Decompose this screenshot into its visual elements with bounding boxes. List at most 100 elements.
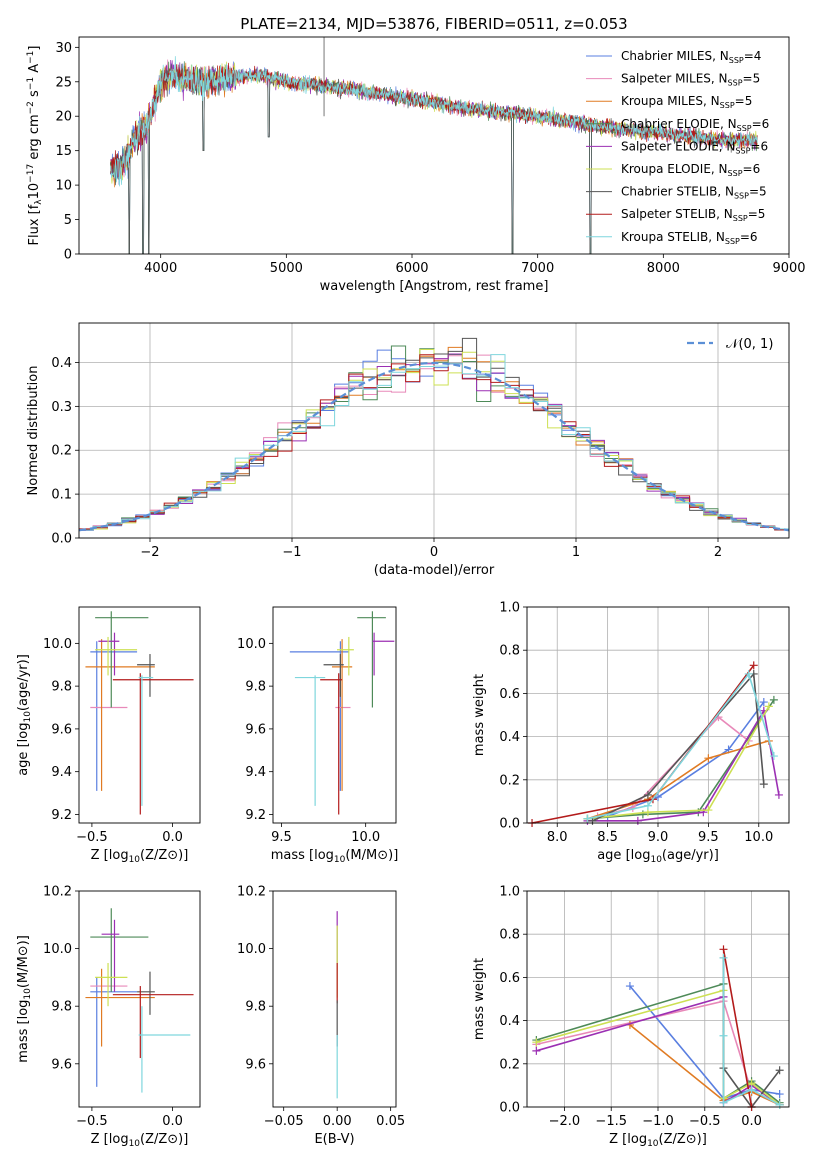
plots-layer: 4000 5000 6000 7000 8000 9000051015202530wave… xyxy=(16,36,806,1149)
tick-label-x: −0.5 xyxy=(689,1114,721,1129)
tick-label-y: 0.0 xyxy=(499,1101,520,1116)
tick-label-y: 10.0 xyxy=(237,637,266,652)
tick-label-x: −0.5 xyxy=(76,830,108,845)
tick-label-y: 0.4 xyxy=(51,356,72,371)
tick-label-y: 0.0 xyxy=(499,817,520,832)
tick-label-x: 2 xyxy=(714,545,722,560)
age-vs-mass-panel: 9.5 10.0 9.2 9.4 9.6 9.8 10.0 mass [log10(M/M⊙)… xyxy=(237,606,399,865)
x-axis-label: Z [log10(Z/Z⊙)] xyxy=(609,1132,707,1149)
tick-label-y: 0.4 xyxy=(499,730,520,745)
errorbars xyxy=(85,908,194,1093)
data-marker xyxy=(759,698,768,707)
legend-label: Kroupa STELIB, NSSP=6 xyxy=(621,230,758,246)
tick-label-x: −1 xyxy=(282,545,301,560)
weight-vs-age-panel: 8.0 8.5 9.0 9.5 10.0 0.0 0.2 0.4 0.6 0.8 1.0 age [l… xyxy=(472,601,790,865)
axes-frame xyxy=(272,890,397,1108)
data-marker xyxy=(749,661,758,670)
tick-label-y: 9.6 xyxy=(51,1057,72,1072)
tick-label-y: 9.4 xyxy=(51,765,72,780)
x-axis-label: age [log10(age/yr)] xyxy=(597,848,719,865)
age-vs-Z-panel: −0.5 0.0 9.2 9.4 9.6 9.8 10.0 Z [log10(Z/Z⊙)] ag… xyxy=(16,606,201,865)
data-marker xyxy=(625,982,634,991)
data-marker xyxy=(764,702,773,711)
data-marker xyxy=(775,1066,784,1075)
legend-label: Kroupa MILES, NSSP=5 xyxy=(621,94,752,110)
tick-label-y: 9.8 xyxy=(51,1000,72,1015)
data-marker xyxy=(532,1046,541,1055)
weight-line xyxy=(587,705,770,820)
tick-label-y: 0.3 xyxy=(51,400,72,415)
normal-curve xyxy=(79,361,789,532)
tick-label-x: 0.05 xyxy=(376,1114,405,1129)
tick-label-y: 0.8 xyxy=(499,928,520,943)
tick-label-y: 0.8 xyxy=(499,644,520,659)
weight-vs-Z-panel: −2.0 −1.5 −1.0 −0.5 0.0 0.0 0.2 0.4 0.6 0.8 1.0 Z [… xyxy=(472,885,790,1149)
spectrum-line xyxy=(110,56,758,187)
tick-label-y: 0 xyxy=(64,248,72,263)
tick-label-x: 6000 xyxy=(395,261,428,276)
weight-line xyxy=(722,949,753,1108)
tick-label-y: 10.0 xyxy=(43,637,72,652)
tick-label-y: 0.2 xyxy=(499,773,520,788)
tick-label-y: 0.6 xyxy=(499,971,520,986)
tick-label-y: 15 xyxy=(55,144,72,159)
figure-title: PLATE=2134, MJD=53876, FIBERID=0511, z=0… xyxy=(240,15,627,33)
tick-label-y: 0.0 xyxy=(51,532,72,547)
tick-label-y: 9.8 xyxy=(51,680,72,695)
tick-label-x: 0.00 xyxy=(323,1114,352,1129)
data-marker xyxy=(704,754,713,763)
tick-label-y: 9.4 xyxy=(245,765,266,780)
tick-label-x: 0.0 xyxy=(162,1114,183,1129)
tick-label-y: 0.6 xyxy=(499,687,520,702)
data-marker xyxy=(719,1031,728,1040)
tick-label-y: 10.2 xyxy=(43,885,72,900)
legend-label: Salpeter STELIB, NSSP=5 xyxy=(621,207,765,223)
x-axis-label: mass [log10(M/M⊙)] xyxy=(271,848,399,865)
axes-frame xyxy=(78,606,201,824)
spectrum-panel: 4000 5000 6000 7000 8000 9000 0 5 10 15 20 25 30 wave… xyxy=(26,36,806,294)
errorbars xyxy=(289,611,395,815)
x-axis-label: E(B-V) xyxy=(314,1132,354,1147)
data-marker xyxy=(643,801,652,810)
tick-label-y: 0.1 xyxy=(51,488,72,503)
histogram-lines xyxy=(79,337,789,532)
legend-label: Kroupa ELODIE, NSSP=6 xyxy=(621,162,760,178)
axes-frame xyxy=(526,890,790,1108)
tick-label-x: 0.0 xyxy=(741,1114,762,1129)
legend-label: Chabrier STELIB, NSSP=5 xyxy=(621,185,767,201)
data-marker xyxy=(769,752,778,761)
y-axis-label: mass weight xyxy=(472,958,487,1040)
y-axis-label: mass weight xyxy=(472,674,487,756)
tick-label-y: 1.0 xyxy=(499,601,520,616)
tick-label-y: 1.0 xyxy=(499,885,520,900)
tick-label-x: −2 xyxy=(140,545,159,560)
data-marker xyxy=(583,814,592,823)
mass-vs-ebv-panel: −0.05 0.00 0.05 9.6 9.8 10.0 10.2 E(B-V) xyxy=(237,885,405,1148)
legend-label: Salpeter MILES, NSSP=5 xyxy=(621,72,760,88)
tick-label-x: −1.5 xyxy=(595,1114,627,1129)
legend-label: Chabrier MILES, NSSP=4 xyxy=(621,49,761,65)
legend-label: Chabrier ELODIE, NSSP=6 xyxy=(621,117,769,133)
y-axis-label: age [log10(age/yr)] xyxy=(16,654,33,776)
x-axis-label: (data-model)/error xyxy=(374,563,495,578)
tick-label-y: 9.6 xyxy=(51,722,72,737)
tick-label-x: 9000 xyxy=(772,261,805,276)
tick-label-y: 0.4 xyxy=(499,1014,520,1029)
x-axis-label: wavelength [Angstrom, rest frame] xyxy=(320,279,549,294)
tick-label-y: 9.6 xyxy=(245,1057,266,1072)
spectrum-legend: Chabrier MILES, NSSP=4 Salpeter MILES, NS… xyxy=(586,49,769,246)
data-marker xyxy=(633,816,642,825)
residuals-panel: −2 −1 0 1 2 0.0 0.1 0.2 0.3 0.4 (data-model)/error… xyxy=(26,322,790,578)
data-marker xyxy=(719,945,728,954)
tick-label-y: 0.2 xyxy=(51,444,72,459)
tick-label-y: 5 xyxy=(64,213,72,228)
tick-label-y: 25 xyxy=(55,75,72,90)
x-axis-label: Z [log10(Z/Z⊙)] xyxy=(91,848,189,865)
data-marker xyxy=(775,1090,784,1099)
axes-frame xyxy=(78,322,790,539)
tick-label-x: 7000 xyxy=(521,261,554,276)
data-marker xyxy=(638,810,647,819)
mass-vs-Z-panel: −0.5 0.0 9.6 9.8 10.0 10.2 Z [log10(Z/Z⊙)] mass… xyxy=(16,885,201,1149)
tick-label-x: 0 xyxy=(430,545,438,560)
data-marker xyxy=(643,790,652,799)
